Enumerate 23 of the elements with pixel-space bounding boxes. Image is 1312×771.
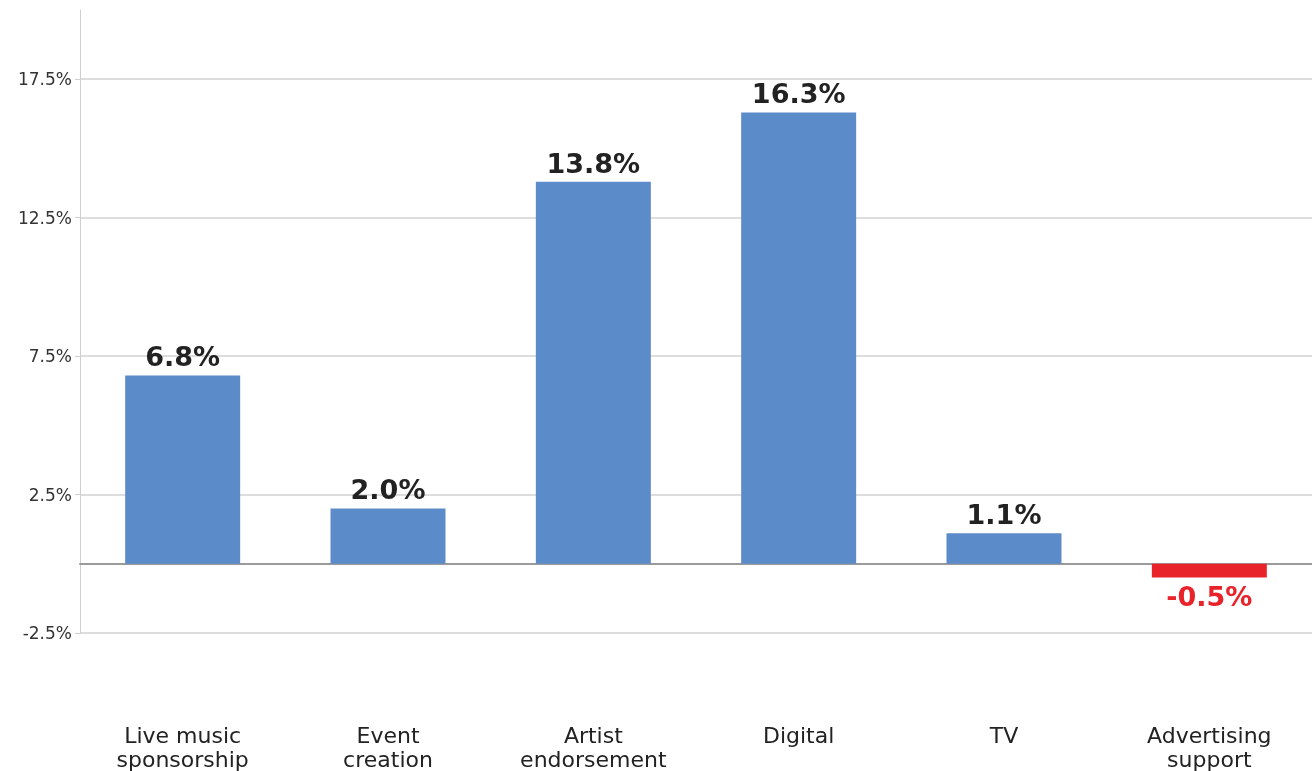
bar: [125, 375, 241, 564]
x-tick-label: Live music sponsorship: [116, 722, 249, 771]
bar: [330, 508, 446, 564]
y-tick-label: 7.5%: [28, 346, 72, 367]
data-label: 1.1%: [966, 499, 1042, 531]
data-label: 16.3%: [751, 78, 846, 110]
x-tick-label: Digital: [762, 722, 835, 748]
y-tick-label: 2.5%: [28, 484, 72, 505]
bar: [741, 112, 857, 564]
data-label: 2.0%: [350, 474, 426, 506]
data-label: 6.8%: [145, 341, 221, 373]
y-tick-label: 12.5%: [17, 207, 72, 228]
x-tick-label: Artist endorsement: [520, 722, 667, 771]
bar: [535, 181, 651, 564]
x-tick-label: Event creation: [343, 722, 433, 771]
y-tick-label: 17.5%: [17, 69, 72, 90]
data-label: 13.8%: [546, 147, 641, 179]
bar: [946, 533, 1062, 564]
y-tick-label: -2.5%: [22, 623, 72, 643]
bar: [1151, 563, 1267, 578]
x-tick-label: TV: [988, 722, 1019, 748]
data-label: -0.5%: [1166, 580, 1253, 612]
x-tick-label: Advertising support: [1147, 722, 1272, 771]
